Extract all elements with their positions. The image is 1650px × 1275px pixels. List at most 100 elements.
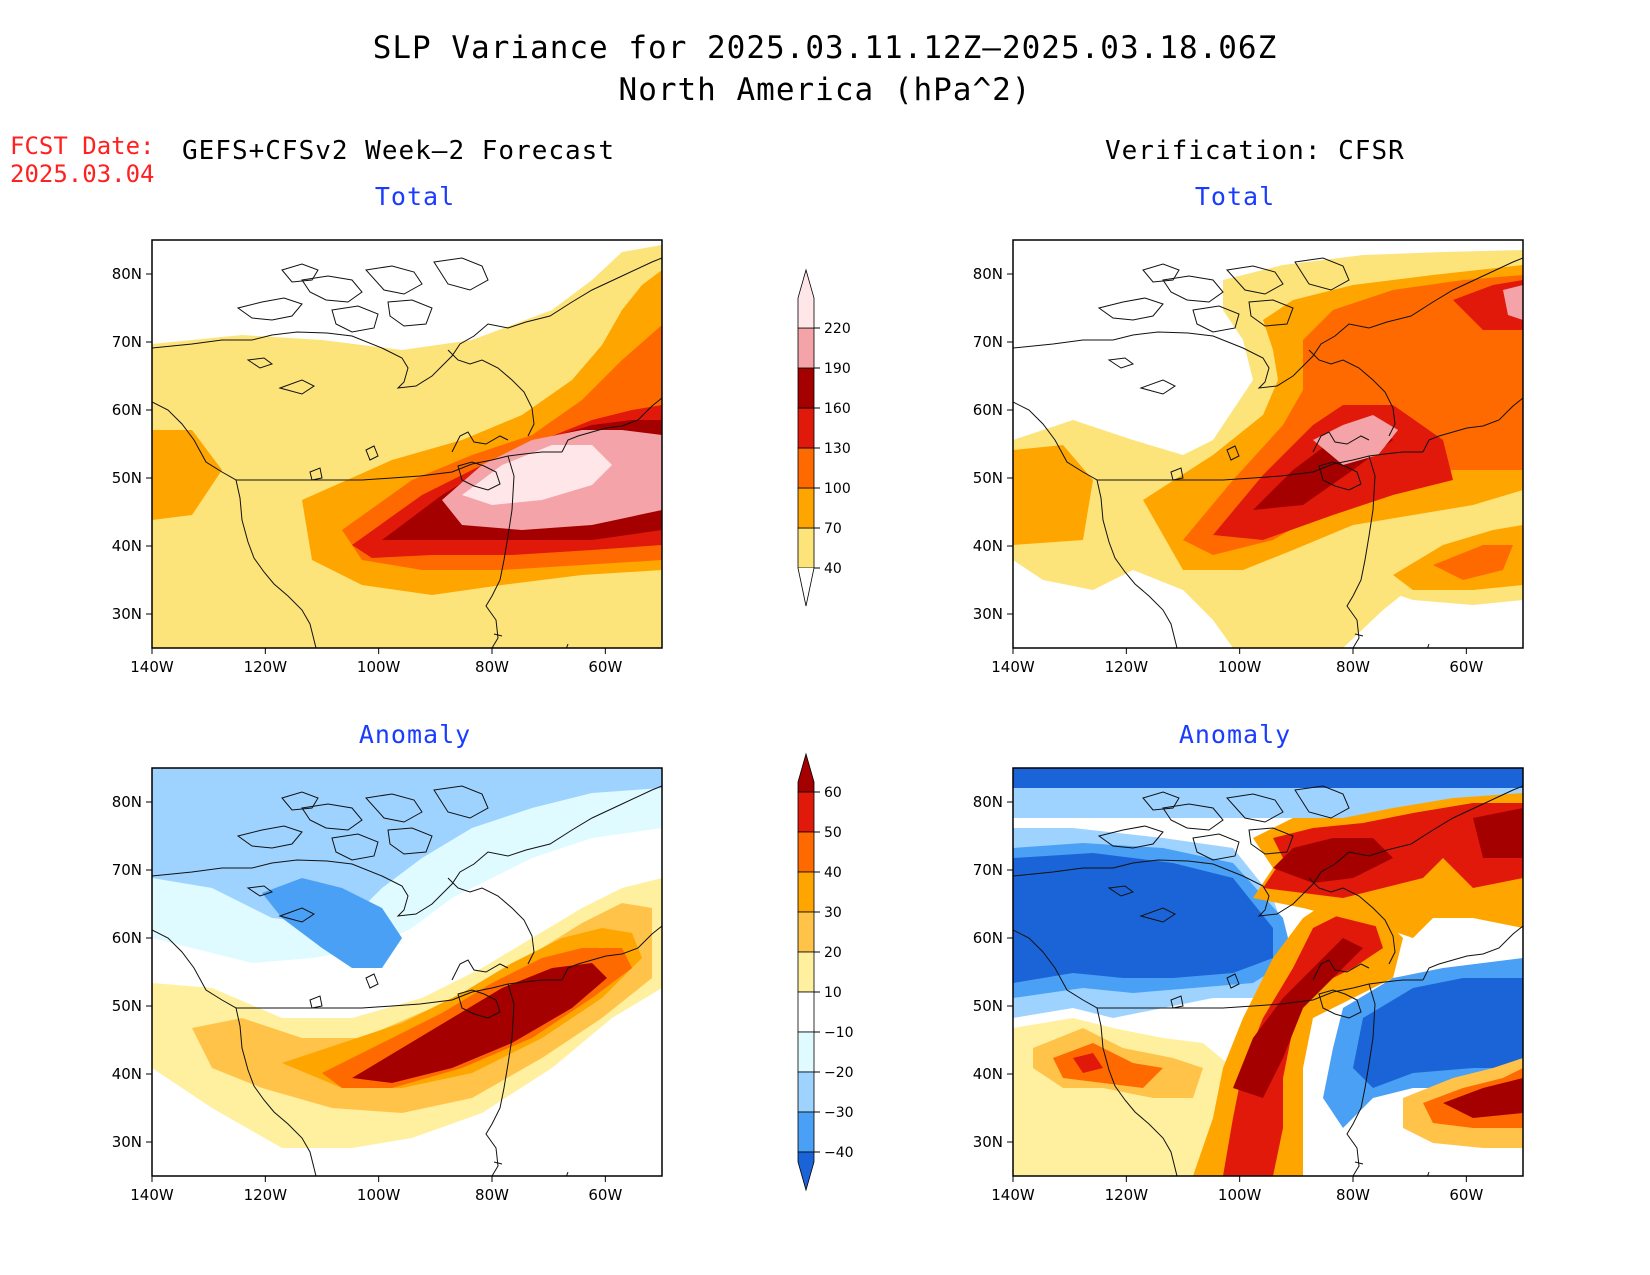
verification-anomaly-lon-label: 140W: [991, 1186, 1035, 1204]
colorbar-anomaly-label: −20: [824, 1065, 854, 1081]
verification-total-lat-label: 50N: [973, 469, 1003, 487]
forecast-anomaly-lon-label: 80W: [475, 1186, 509, 1204]
verification-total-lat-label: 60N: [973, 401, 1003, 419]
colorbar-total-swatch: [797, 447, 815, 489]
verification-anomaly-lon-label: 120W: [1105, 1186, 1149, 1204]
verification-anomaly-lon-label: 60W: [1449, 1186, 1483, 1204]
forecast-anomaly-lon-label: 100W: [357, 1186, 401, 1204]
verification-total-lon-label: 120W: [1105, 658, 1149, 676]
verification-total-frame: [1012, 239, 1524, 649]
colorbar-anomaly-label: −40: [824, 1145, 854, 1161]
verification-total-title: Total: [1194, 182, 1276, 211]
forecast-total-title: Total: [374, 182, 456, 211]
forecast-total-lat-label: 40N: [112, 537, 142, 555]
forecast-column-heading: GEFS+CFSv2 Week–2 Forecast: [182, 136, 615, 166]
colorbar-anomaly-swatch: [797, 1071, 815, 1113]
colorbar-total-swatch: [797, 487, 815, 529]
forecast-total-lon-label: 140W: [130, 658, 174, 676]
verification-total-lat-label: 70N: [973, 333, 1003, 351]
forecast-total-lon-label: 60W: [588, 658, 622, 676]
verification-anomaly-lat-label: 30N: [973, 1133, 1003, 1151]
forecast-total-lat-label: 50N: [112, 469, 142, 487]
forecast-anomaly-lat-label: 40N: [112, 1065, 142, 1083]
verification-anomaly-lat-label: 80N: [973, 793, 1003, 811]
verification-anomaly-lon-label: 80W: [1336, 1186, 1370, 1204]
forecast-anomaly-lat-label: 80N: [112, 793, 142, 811]
colorbar-anomaly-label: 30: [824, 905, 842, 921]
colorbar-anomaly-swatch: [797, 991, 815, 1033]
verification-total-lon-label: 60W: [1449, 658, 1483, 676]
colorbar-total-label: 190: [824, 361, 851, 377]
forecast-total-frame: [151, 239, 663, 649]
fcst-date-label: FCST Date:: [10, 132, 155, 160]
forecast-total-lat-label: 60N: [112, 401, 142, 419]
verification-total-map: [1013, 240, 1523, 648]
forecast-anomaly-lon-label: 140W: [130, 1186, 174, 1204]
colorbar-anomaly-swatch: [797, 911, 815, 953]
forecast-anomaly-lat-label: 50N: [112, 997, 142, 1015]
verification-column-heading: Verification: CFSR: [1105, 136, 1405, 166]
forecast-total-lon-label: 80W: [475, 658, 509, 676]
verification-total-lat-label: 80N: [973, 265, 1003, 283]
forecast-anomaly-frame: [151, 767, 663, 1177]
colorbar-total-swatch: [797, 268, 815, 329]
verification-total-lat-label: 40N: [973, 537, 1003, 555]
forecast-total-lon-label: 120W: [244, 658, 288, 676]
colorbar-anomaly-label: −10: [824, 1025, 854, 1041]
chart-title-line2: North America (hPa^2): [618, 72, 1032, 108]
verification-total-lon-label: 100W: [1218, 658, 1262, 676]
verification-total-lon-label: 140W: [991, 658, 1035, 676]
colorbar-total-lower-arrow: [797, 567, 815, 607]
forecast-total-lat-label: 30N: [112, 605, 142, 623]
verification-anomaly-title: Anomaly: [1178, 720, 1292, 749]
colorbar-total-label: 40: [824, 561, 842, 577]
forecast-anomaly-lon-label: 60W: [588, 1186, 622, 1204]
forecast-anomaly-lat-label: 60N: [112, 929, 142, 947]
verification-anomaly-frame: [1012, 767, 1524, 1177]
colorbar-anomaly-label: −30: [824, 1105, 854, 1121]
verification-total-lat-label: 30N: [973, 605, 1003, 623]
forecast-anomaly-lon-label: 120W: [244, 1186, 288, 1204]
colorbar-anomaly-swatch: [797, 1031, 815, 1073]
colorbar-anomaly-swatch: [797, 871, 815, 913]
verification-anomaly-lat-label: 40N: [973, 1065, 1003, 1083]
colorbar-total-label: 130: [824, 441, 851, 457]
forecast-anomaly-lat-label: 70N: [112, 861, 142, 879]
colorbar-anomaly-swatch: [797, 951, 815, 993]
colorbar-anomaly-label: 60: [824, 785, 842, 801]
colorbar-anomaly-label: 20: [824, 945, 842, 961]
colorbar-anomaly-label: 50: [824, 825, 842, 841]
forecast-total-map: [152, 240, 662, 648]
colorbar-total-label: 70: [824, 521, 842, 537]
colorbar-total-label: 220: [824, 321, 851, 337]
verification-anomaly-lat-label: 50N: [973, 997, 1003, 1015]
colorbar-anomaly-swatch: [797, 1151, 815, 1192]
verification-total-lon-label: 80W: [1336, 658, 1370, 676]
verification-anomaly-lat-label: 60N: [973, 929, 1003, 947]
colorbar-total-swatch: [797, 367, 815, 409]
axes-layer: 80N 70N 60N 50N 40N 30N 140W 120W 100W 80W 60W 80N 7…: [112, 265, 1484, 1204]
forecast-total-lon-label: 100W: [357, 658, 401, 676]
colorbar-total-swatch: [797, 527, 815, 569]
fcst-date-value: 2025.03.04: [10, 160, 155, 188]
colorbars-layer: 40 70 100 130 160 190 220 60 50 40 30 20 10 −10 −20 −30…: [797, 268, 854, 1192]
verification-anomaly-map: [1013, 768, 1523, 1176]
forecast-total-lat-label: 80N: [112, 265, 142, 283]
forecast-anomaly-map: [152, 768, 662, 1176]
colorbar-anomaly-label: 40: [824, 865, 842, 881]
colorbar-total-label: 160: [824, 401, 851, 417]
forecast-anomaly-lat-label: 30N: [112, 1133, 142, 1151]
chart-title-line1: SLP Variance for 2025.03.11.12Z–2025.03.…: [372, 30, 1278, 66]
colorbar-total-label: 100: [824, 481, 851, 497]
colorbar-anomaly-swatch: [797, 752, 815, 793]
colorbar-total-swatch: [797, 407, 815, 449]
verification-anomaly-lat-label: 70N: [973, 861, 1003, 879]
colorbar-anomaly-swatch: [797, 791, 815, 833]
forecast-anomaly-title: Anomaly: [358, 720, 472, 749]
colorbar-total-swatch: [797, 327, 815, 369]
colorbar-anomaly-swatch: [797, 831, 815, 873]
forecast-total-lat-label: 70N: [112, 333, 142, 351]
verification-anomaly-lon-label: 100W: [1218, 1186, 1262, 1204]
colorbar-anomaly-label: 10: [824, 985, 842, 1001]
